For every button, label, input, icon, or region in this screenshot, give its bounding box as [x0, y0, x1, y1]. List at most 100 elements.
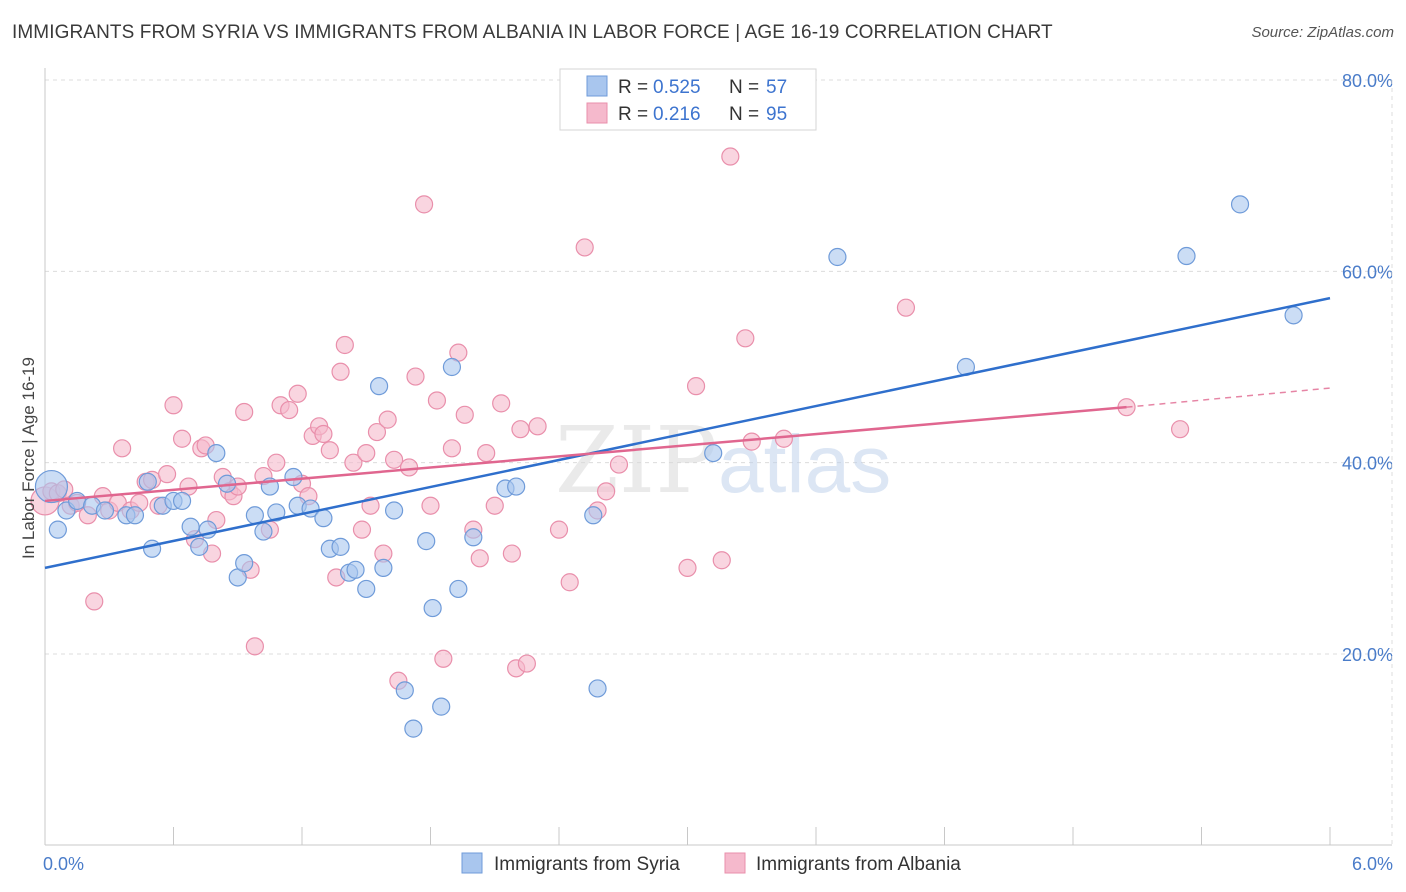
albania-point [678, 558, 697, 578]
legend-r-albania: 0.216 [653, 104, 701, 125]
albania-point [528, 417, 547, 436]
bottom-legend-albania: Immigrants from Albania [756, 854, 961, 875]
albania-point [378, 410, 397, 429]
legend-n-label-albania: N = [729, 104, 759, 125]
y-tick-label: 20.0% [1342, 645, 1393, 665]
syria-point [395, 681, 414, 700]
albania-point [280, 400, 299, 420]
source-label: Source: ZipAtlas.com [1251, 24, 1394, 41]
albania-point [335, 335, 354, 355]
albania-point [344, 453, 363, 472]
legend-r-label-albania: R = [618, 104, 648, 125]
albania-point [357, 444, 376, 463]
albania-point [736, 329, 755, 348]
y-axis-label: In Labor Force | Age 16-19 [19, 357, 38, 559]
syria-point [423, 598, 442, 618]
albania-point [511, 420, 530, 439]
syria-point [235, 554, 254, 573]
albania-trend-line [44, 405, 1127, 503]
syria-point [314, 509, 333, 528]
syria-point [384, 501, 404, 520]
legend-swatch-albania [586, 102, 608, 124]
albania-point [399, 458, 419, 477]
albania-point [477, 444, 496, 463]
legend-n-albania: 95 [766, 104, 787, 125]
albania-point [485, 496, 504, 515]
albania-point [470, 549, 489, 568]
syria-point [507, 477, 526, 496]
albania-point [427, 391, 447, 410]
syria-point [95, 501, 115, 520]
bottom-legend-swatch-syria [461, 852, 483, 874]
axes: 0.0% 6.0% [43, 68, 1393, 874]
x-tick-label: 0.0% [43, 854, 84, 874]
syria-point [125, 506, 145, 525]
albania-point [492, 394, 511, 413]
watermark-zip: ZIP [555, 407, 717, 514]
albania-points [30, 147, 1190, 690]
syria-point [181, 517, 200, 536]
syria-point [190, 537, 209, 556]
albania-point [267, 453, 286, 472]
syria-point [346, 560, 365, 579]
syria-point [588, 679, 607, 698]
syria-point [142, 539, 162, 558]
albania-point [164, 396, 183, 415]
syria-point [584, 506, 603, 525]
bottom-legend-swatch-albania [724, 852, 746, 874]
albania-point [560, 573, 579, 592]
syria-point [449, 579, 468, 599]
trend-lines [44, 296, 1331, 570]
albania-point [712, 551, 731, 570]
albania-point [112, 439, 132, 458]
legend-n-label-syria: N = [729, 77, 759, 98]
syria-point [432, 697, 451, 716]
albania-point [896, 298, 916, 317]
syria-point [828, 247, 847, 267]
albania-point [331, 362, 350, 381]
syria-point [68, 491, 87, 511]
syria-point [331, 537, 350, 556]
bottom-legend-syria: Immigrants from Syria [494, 854, 680, 875]
syria-point [267, 503, 286, 522]
albania-point [157, 465, 177, 484]
albania-point [245, 637, 264, 656]
albania-point [352, 520, 372, 539]
syria-point [284, 467, 303, 487]
syria-point [172, 491, 192, 511]
y-tick-label: 40.0% [1342, 454, 1393, 474]
syria-point [704, 444, 723, 463]
syria-point [48, 520, 67, 539]
bottom-legend: Immigrants from Syria Immigrants from Al… [461, 852, 961, 875]
albania-point [742, 432, 761, 451]
albania-point [288, 384, 307, 403]
y-tick-label: 60.0% [1342, 262, 1393, 282]
albania-point [320, 441, 339, 460]
legend-swatch-syria [586, 75, 608, 97]
syria-point [417, 532, 436, 551]
albania-point [442, 439, 462, 458]
syria-trend-line [44, 296, 1331, 570]
albania-point [406, 367, 425, 386]
syria-point [245, 506, 264, 525]
legend-box: R = 0.525 N = 57 R = 0.216 N = 95 [559, 68, 817, 131]
syria-point [1284, 306, 1303, 325]
albania-point [172, 429, 192, 448]
legend-n-syria: 57 [766, 77, 787, 98]
syria-point [442, 357, 462, 377]
chart-title: IMMIGRANTS FROM SYRIA VS IMMIGRANTS FROM… [12, 22, 1053, 43]
albania-point [455, 405, 474, 424]
albania-point [597, 482, 616, 501]
albania-point [314, 424, 333, 444]
albania-point [235, 402, 254, 422]
syria-point [374, 558, 393, 578]
syria-point [1177, 246, 1196, 266]
albania-point [85, 592, 104, 611]
albania-point [549, 520, 569, 539]
syria-point [404, 719, 423, 738]
x-tick-label: 6.0% [1352, 854, 1393, 874]
syria-point [370, 377, 389, 396]
syria-point [464, 528, 483, 547]
syria-point [357, 579, 376, 599]
